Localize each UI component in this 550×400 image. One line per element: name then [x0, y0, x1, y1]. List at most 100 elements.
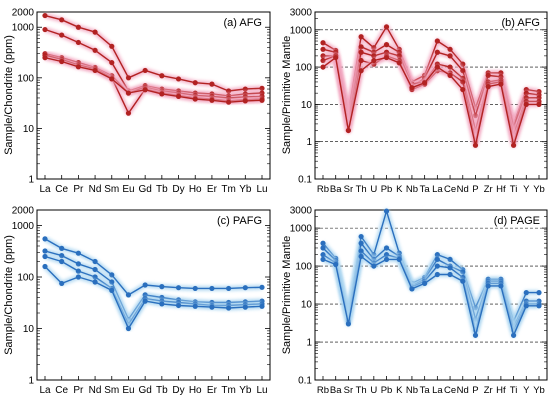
panel-a-series-2-point: [42, 26, 48, 33]
panel-c-xtick-label: Tb: [156, 385, 168, 396]
panel-d-series-4-point: [498, 283, 504, 289]
panel-c-series-4-point: [209, 304, 215, 310]
panel-d-xtick-label: Y: [523, 385, 530, 396]
panel-b-series-5-point: [447, 72, 453, 78]
panel-c-series-1-point: [242, 285, 248, 291]
panel-c-series-4-point: [242, 304, 248, 310]
panel-d-xtick-label: Ce: [444, 385, 456, 396]
panel-c-xtick-label: Nd: [89, 385, 102, 396]
panel-d-xtick-label: Th: [356, 385, 367, 396]
panel-d-series-1-point: [320, 240, 326, 246]
panel-d-series-2-point: [460, 269, 466, 275]
panel-b-series-3-point: [358, 49, 364, 55]
panel-c-series-1-point: [125, 292, 132, 298]
panel-d-xtick-label: Nb: [406, 385, 418, 396]
panel-b-xtick-label: Hf: [496, 184, 506, 195]
panel-a-ytick-label: 2000: [12, 8, 35, 19]
panel-d-xtick-label: U: [370, 385, 377, 396]
panel-d-xtick-label: Rb: [317, 385, 329, 396]
panel-d-series-4-point: [472, 332, 479, 338]
panel-c-series-1-point: [175, 285, 182, 291]
panel-b-xtick-label: Pb: [381, 184, 393, 195]
panel-d-series-4-point: [409, 286, 415, 292]
panel-b-xtick-label: Rb: [317, 184, 329, 195]
panel-d-series-4-point: [485, 283, 491, 289]
panel-c-title: (c) PAFG: [217, 215, 262, 227]
panel-d-series-3-point: [320, 252, 326, 258]
panel-b-series-5-line: [322, 56, 539, 147]
panel-a-xtick-label: La: [39, 184, 51, 195]
panel-a-series-1-point: [109, 43, 115, 49]
panel-a-xtick-label: Dy: [172, 184, 184, 195]
panel-a-series-5-point: [75, 64, 81, 70]
panel-d-series-1-point: [447, 256, 453, 263]
panel-a-ylabel: Sample/Chondrite (ppm): [3, 35, 15, 155]
panel-d-xtick-label: K: [396, 385, 403, 396]
panel-d-xtick-label: La: [432, 385, 443, 396]
panel-c-xtick-label: Tm: [221, 385, 235, 396]
panel-a-series-1-point: [175, 76, 182, 82]
panel-a-series-1-point: [142, 67, 148, 74]
panel-c-ytick-label: 100: [17, 273, 34, 284]
panel-a-series-4-point: [125, 110, 132, 116]
panel-d-ytick-label: 1000: [290, 224, 313, 235]
panel-d-series-4-point: [447, 271, 453, 278]
panel-d-xtick-label: Zr: [484, 385, 493, 396]
panel-b-series-5-point: [510, 142, 517, 148]
panel-b-series-5-point: [523, 101, 529, 107]
panel-c-series-1-point: [142, 282, 148, 288]
panel-d-xtick-label: Nd: [457, 385, 469, 396]
panel-c-series-1-point: [209, 285, 215, 292]
panel-c-series-4-point: [75, 274, 81, 280]
panel-a-series-5-point: [92, 67, 98, 74]
panel-b-series-3-point: [447, 64, 453, 70]
panel-b-series-5-point: [358, 68, 364, 74]
panel-d-series-4-point: [345, 321, 352, 327]
panel-c-series-3-point: [59, 258, 65, 265]
panel-c-series-1-point: [259, 284, 265, 290]
panel-c-xtick-label: La: [39, 385, 51, 396]
panel-a-series-5-line: [44, 57, 263, 103]
panel-b-ytick-label: 1: [306, 137, 312, 148]
panel-a-series-2-point: [59, 32, 65, 38]
panel-b-ytick-label: 10: [301, 100, 313, 111]
panel-b-xtick-label: Y: [523, 184, 530, 195]
panel-c-series-1-point: [59, 245, 65, 251]
panel-a-series-1-point: [159, 73, 165, 79]
panel-b-xtick-label: U: [370, 184, 377, 195]
panel-d-series-4-point: [320, 256, 326, 263]
panel-d-series-4-point: [383, 256, 390, 263]
panel-a-ytick-label: 10: [23, 124, 35, 135]
panel-a-series-5-point: [159, 91, 165, 97]
panel-d-series-4-point: [371, 263, 377, 269]
panel-c-series-1-point: [75, 250, 81, 256]
panel-c-ytick-label: 1: [28, 376, 34, 387]
panel-d-series-4-point: [523, 303, 529, 309]
panel-a-series-5-point: [209, 97, 215, 103]
panel-b-series-5-point: [472, 142, 479, 148]
panel-b-series-1-point: [358, 34, 364, 40]
panel-c-series-1-point: [109, 272, 115, 278]
panel-b-xtick-label: Ba: [330, 184, 342, 195]
panel-d-series-1-point: [383, 208, 390, 214]
panel-a: (a) AFG Sample/Chondrite (ppm) 1 10 100 100…: [3, 8, 271, 195]
panel-d-ytick-label: 100: [295, 262, 312, 273]
panel-d-series-3-point: [434, 263, 440, 269]
panel-b: (b) AFG Sample/Primitive Mantle 0.1 1 10 10…: [281, 8, 548, 195]
panel-d-series-4-point: [460, 278, 466, 284]
panel-d-series-1-point: [434, 252, 440, 258]
panel-b-series-5-point: [422, 80, 428, 86]
panel-b-series-5-point: [485, 84, 491, 90]
panel-b-xtick-label: Ti: [510, 184, 518, 195]
panel-c-series-2-point: [92, 266, 98, 273]
panel-d-series-3-point: [383, 252, 390, 258]
panel-d-series-1-point: [358, 233, 364, 240]
panel-c-xtick-label: Er: [207, 385, 218, 396]
panel-c-series-4-point: [192, 303, 198, 309]
panel-b-title: (b) AFG: [501, 17, 540, 29]
panel-a-series-5-point: [142, 87, 148, 93]
panel-a-series-1-point: [42, 12, 48, 19]
panel-b-series-2-point: [447, 53, 453, 59]
panel-b-series-5-point: [333, 54, 339, 61]
